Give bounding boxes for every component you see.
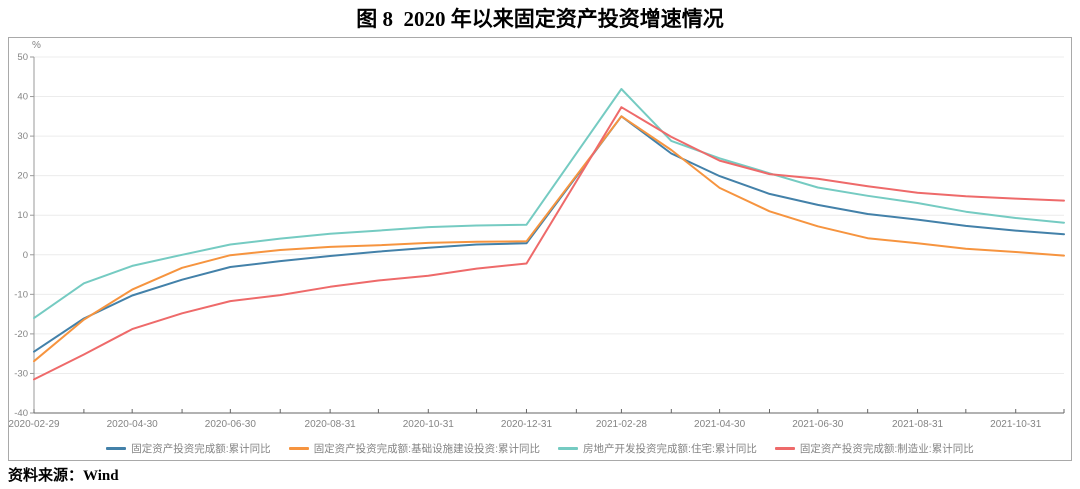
legend-swatch-icon bbox=[288, 447, 309, 450]
x-tick-label: 2020-04-30 bbox=[107, 419, 159, 430]
legend-label: 房地产开发投资完成额:住宅:累计同比 bbox=[583, 443, 757, 455]
legend-item: 固定资产投资完成额:基础设施建设投资:累计同比 bbox=[288, 441, 541, 456]
legend-item: 固定资产投资完成额:制造业:累计同比 bbox=[774, 441, 974, 456]
series-line bbox=[33, 115, 1065, 363]
series-line bbox=[33, 106, 1065, 381]
line-chart: 50 40 30 20 10 0 -10 -20 -30 -40% 2020-02-29 2020-0… bbox=[9, 40, 1065, 430]
y-tick-label: 30 bbox=[17, 131, 28, 142]
series-line bbox=[33, 115, 1065, 353]
x-tick-label: 2021-02-28 bbox=[596, 419, 648, 430]
y-tick-label: 10 bbox=[17, 210, 28, 221]
x-tick-label: 2020-12-31 bbox=[501, 419, 553, 430]
y-tick-label: -10 bbox=[14, 289, 28, 300]
y-tick-label: 20 bbox=[17, 171, 28, 182]
x-tick-label: 2020-02-29 bbox=[9, 419, 60, 430]
x-tick-label: 2021-06-30 bbox=[792, 419, 844, 430]
data-source-note: 资料来源：Wind bbox=[8, 468, 119, 484]
legend-swatch-icon bbox=[558, 447, 579, 450]
legend-swatch-icon bbox=[106, 447, 127, 450]
x-tick-label: 2021-08-31 bbox=[892, 419, 944, 430]
x-tick-label: 2021-10-31 bbox=[990, 419, 1042, 430]
legend-label: 固定资产投资完成额:累计同比 bbox=[131, 443, 271, 455]
legend-label: 固定资产投资完成额:制造业:累计同比 bbox=[799, 443, 974, 455]
x-tick-label: 2020-06-30 bbox=[205, 419, 257, 430]
x-tick-label: 2020-10-31 bbox=[403, 419, 455, 430]
y-tick-label: 40 bbox=[17, 92, 28, 103]
legend-item: 房地产开发投资完成额:住宅:累计同比 bbox=[558, 441, 757, 456]
y-axis-unit-label: % bbox=[32, 40, 41, 51]
figure-title: 图 8 2020 年以来固定资产投资增速情况 bbox=[356, 7, 724, 31]
legend-label: 固定资产投资完成额:基础设施建设投资:累计同比 bbox=[313, 443, 541, 455]
y-tick-label: -20 bbox=[14, 329, 28, 340]
y-tick-label: 50 bbox=[17, 52, 28, 63]
chart-container: 50 40 30 20 10 0 -10 -20 -30 -40% 2020-02-29 2020-0… bbox=[8, 37, 1072, 461]
y-tick-label: 0 bbox=[23, 250, 28, 261]
legend-item: 固定资产投资完成额:累计同比 bbox=[106, 441, 271, 456]
y-tick-label: -30 bbox=[14, 368, 28, 379]
x-tick-label: 2021-04-30 bbox=[694, 419, 746, 430]
legend-swatch-icon bbox=[774, 447, 795, 450]
y-tick-label: -40 bbox=[14, 408, 28, 419]
series-line bbox=[33, 88, 1065, 320]
chart-legend: 固定资产投资完成额:累计同比 固定资产投资完成额:基础设施建设投资:累计同比 房地产… bbox=[9, 441, 1071, 456]
x-tick-label: 2020-08-31 bbox=[305, 419, 357, 430]
